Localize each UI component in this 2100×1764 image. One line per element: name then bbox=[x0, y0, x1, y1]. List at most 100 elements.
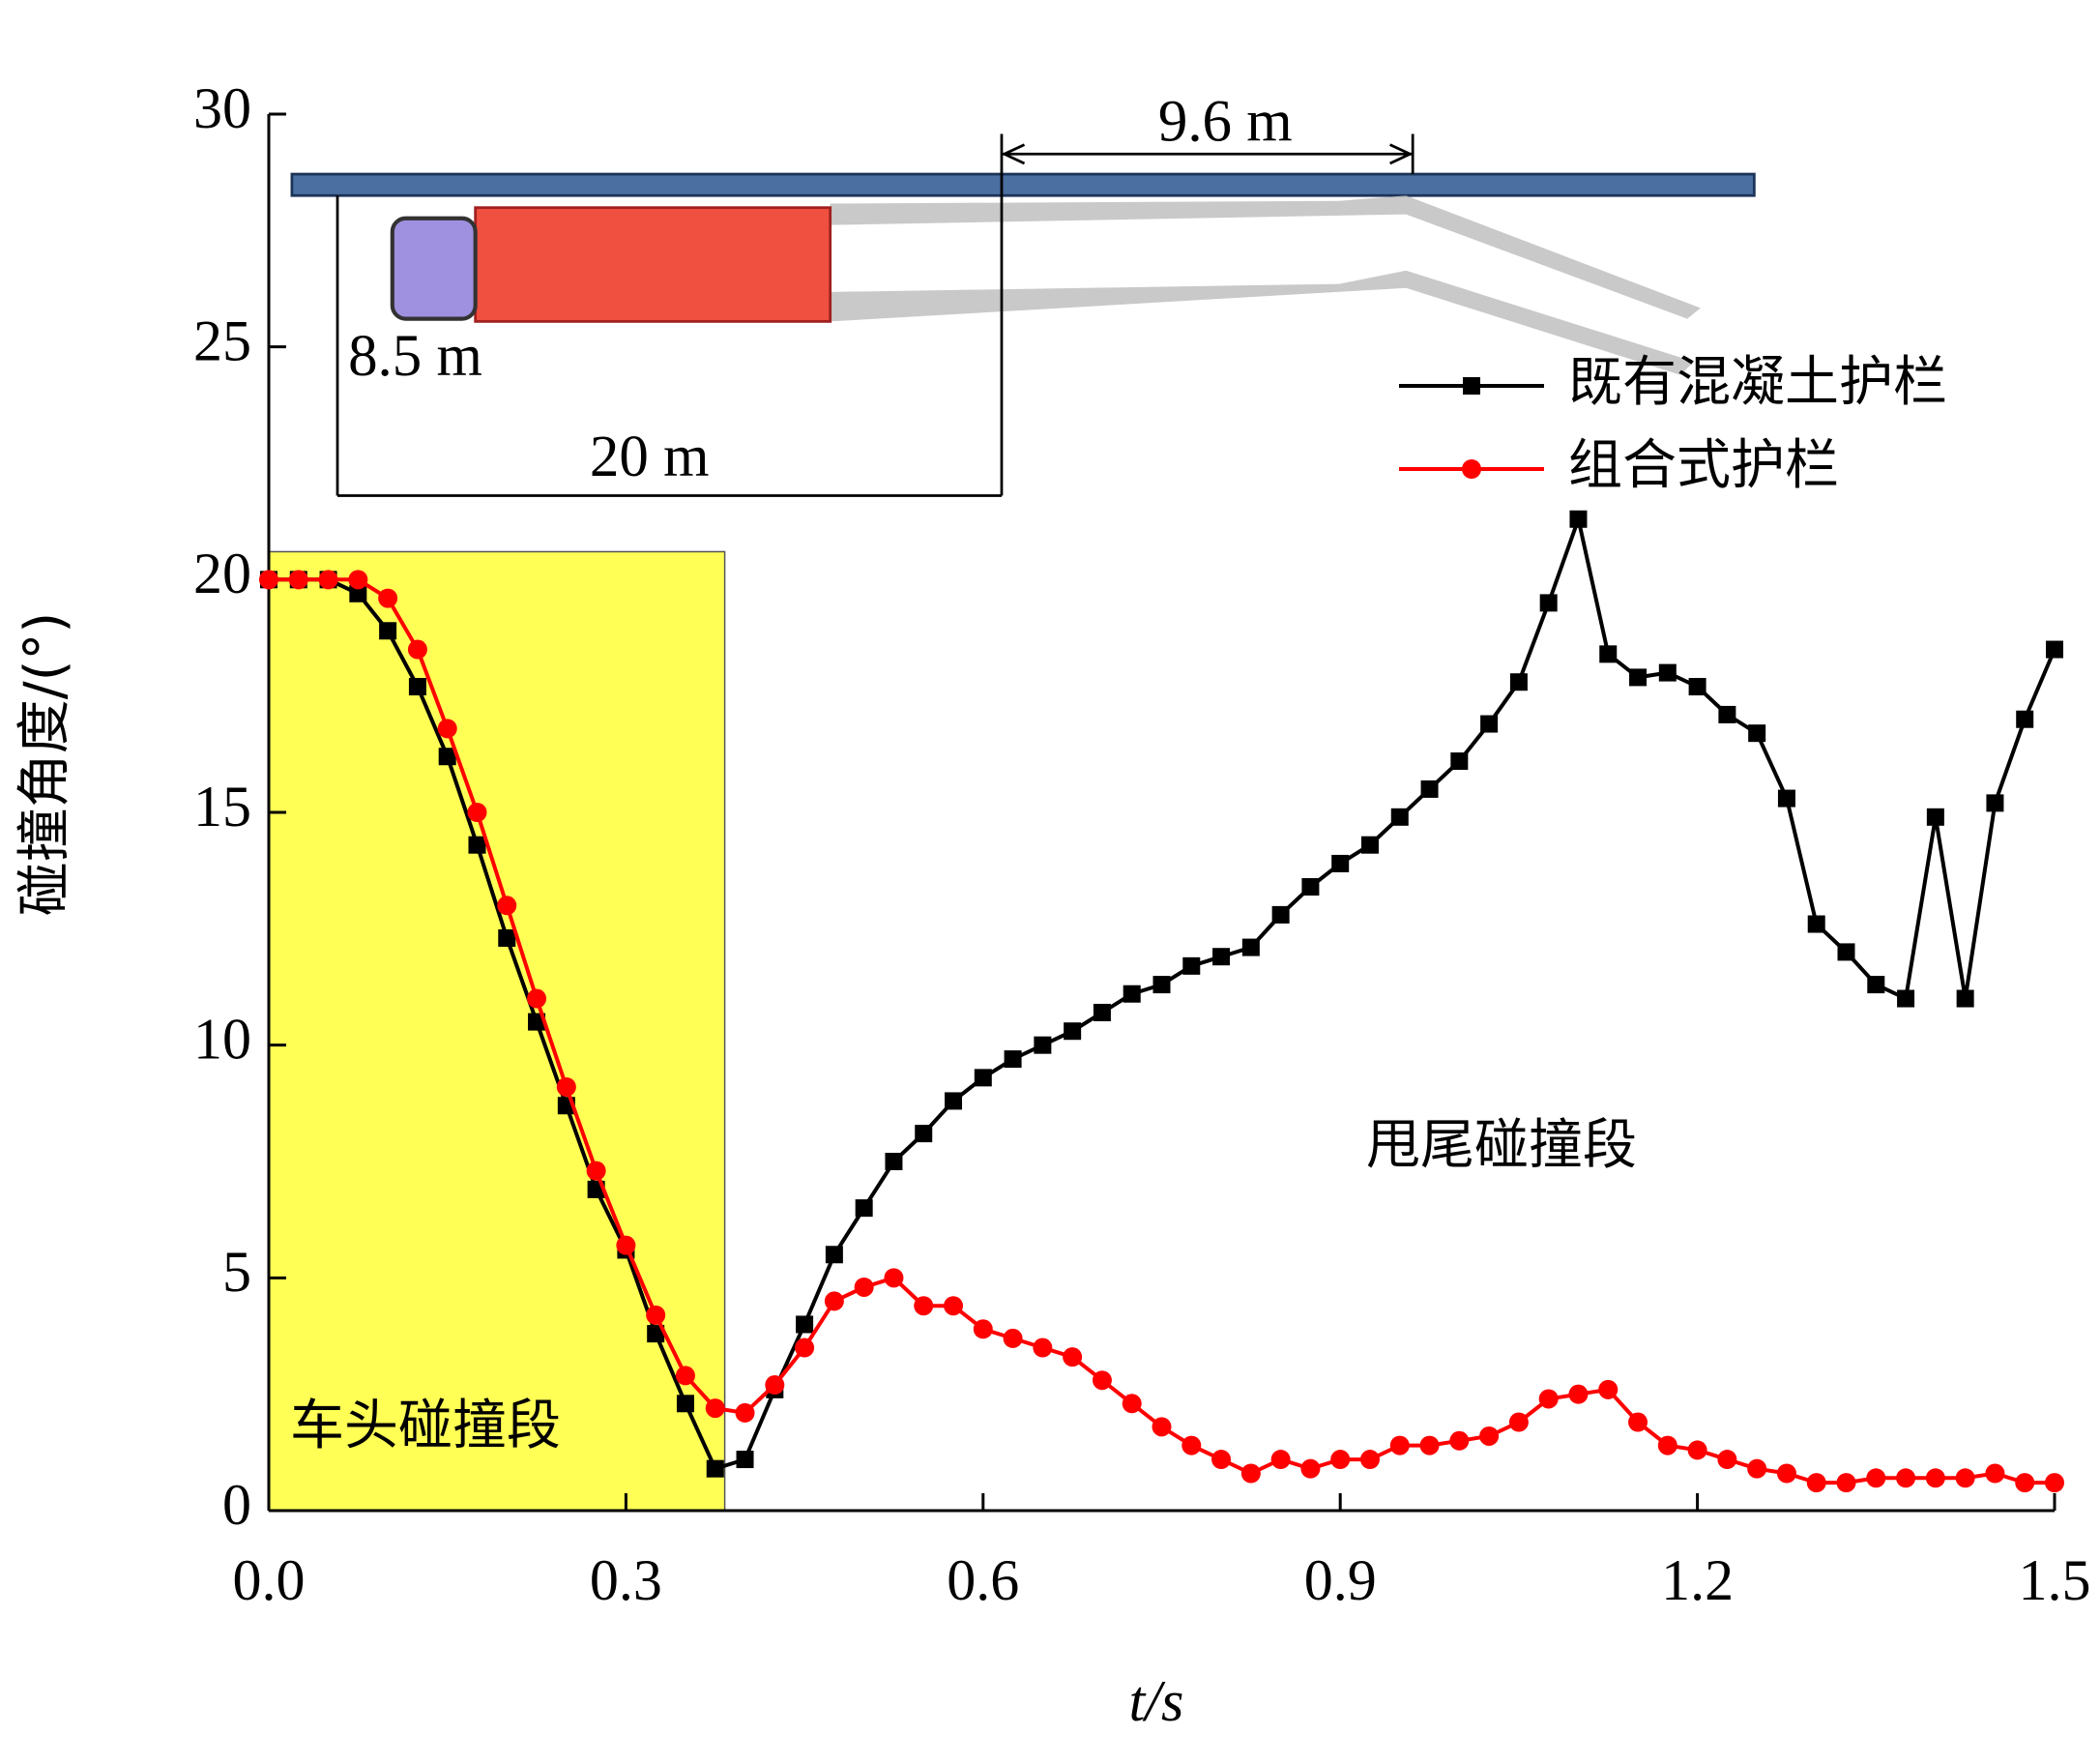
marker bbox=[1390, 808, 1409, 826]
marker bbox=[556, 1076, 576, 1097]
annotation: 车头碰撞段 bbox=[290, 1395, 561, 1457]
marker bbox=[735, 1402, 755, 1423]
marker bbox=[408, 678, 426, 696]
marker bbox=[676, 1395, 694, 1413]
highlight-region bbox=[268, 550, 726, 1512]
inset-label: 9.6 m bbox=[1158, 90, 1293, 155]
marker bbox=[1718, 705, 1736, 723]
marker bbox=[1629, 668, 1648, 687]
marker bbox=[915, 1125, 933, 1143]
y-tick-label: 15 bbox=[193, 775, 251, 838]
trajectory bbox=[830, 270, 1695, 375]
series bbox=[259, 570, 2064, 1493]
marker bbox=[1480, 715, 1499, 733]
marker bbox=[1003, 1328, 1023, 1348]
marker bbox=[1925, 1468, 1945, 1488]
marker bbox=[1211, 1450, 1232, 1470]
marker bbox=[1658, 663, 1677, 682]
marker bbox=[1538, 1389, 1559, 1409]
marker bbox=[1688, 678, 1706, 696]
marker bbox=[1479, 1426, 1500, 1446]
marker bbox=[1093, 1003, 1111, 1021]
marker bbox=[1271, 905, 1290, 924]
marker bbox=[885, 1153, 903, 1170]
y-tick-label: 10 bbox=[193, 1007, 251, 1071]
dimension-lines bbox=[335, 133, 1415, 497]
marker bbox=[288, 570, 308, 590]
cab bbox=[390, 216, 478, 321]
y-tick-label: 30 bbox=[193, 76, 251, 140]
marker bbox=[1986, 794, 2004, 812]
marker bbox=[1628, 1412, 1648, 1432]
marker bbox=[1182, 956, 1201, 975]
marker bbox=[974, 1069, 992, 1087]
marker bbox=[1568, 1384, 1589, 1404]
marker bbox=[437, 719, 457, 739]
marker bbox=[1687, 1440, 1707, 1460]
marker bbox=[1419, 1435, 1440, 1455]
marker bbox=[1152, 976, 1171, 994]
marker bbox=[1420, 779, 1439, 798]
barrier bbox=[290, 172, 1756, 197]
legend-label: 组合式护栏 bbox=[1568, 434, 1839, 497]
marker bbox=[497, 896, 517, 916]
marker bbox=[2015, 1473, 2035, 1493]
marker bbox=[586, 1161, 606, 1181]
trailer bbox=[474, 206, 832, 323]
marker bbox=[1004, 1050, 1022, 1069]
y-tick-label: 25 bbox=[193, 309, 251, 372]
marker bbox=[945, 1092, 963, 1110]
x-tick-label: 0.0 bbox=[233, 1548, 306, 1612]
marker bbox=[1508, 1412, 1529, 1432]
marker bbox=[1806, 1473, 1826, 1493]
marker bbox=[1807, 915, 1825, 933]
marker bbox=[1748, 724, 1766, 743]
marker bbox=[1241, 938, 1260, 956]
marker bbox=[914, 1296, 934, 1316]
marker bbox=[1463, 377, 1480, 395]
marker bbox=[646, 1305, 666, 1325]
marker bbox=[1956, 989, 1974, 1008]
marker bbox=[349, 584, 367, 603]
marker bbox=[1300, 1458, 1321, 1479]
marker bbox=[1360, 836, 1379, 854]
marker bbox=[825, 1246, 843, 1264]
marker bbox=[1985, 1463, 2005, 1484]
marker bbox=[854, 1277, 874, 1297]
inset-diagram: 9.6 m 8.5 m 20 m bbox=[290, 90, 1756, 497]
marker bbox=[318, 570, 338, 590]
marker bbox=[675, 1366, 695, 1386]
marker bbox=[1837, 943, 1855, 961]
marker bbox=[1123, 985, 1141, 1003]
marker bbox=[1836, 1473, 1856, 1493]
marker bbox=[438, 748, 456, 766]
marker bbox=[706, 1459, 724, 1478]
marker bbox=[765, 1375, 785, 1396]
marker bbox=[705, 1398, 725, 1419]
marker bbox=[1657, 1435, 1677, 1455]
marker bbox=[467, 803, 487, 822]
marker bbox=[1509, 673, 1528, 691]
marker bbox=[1212, 948, 1231, 966]
marker bbox=[379, 622, 397, 640]
marker bbox=[647, 1325, 665, 1343]
marker bbox=[348, 570, 368, 590]
marker bbox=[378, 588, 398, 608]
y-tick-label: 5 bbox=[222, 1240, 251, 1304]
marker bbox=[1747, 1458, 1767, 1479]
x-tick-label: 0.3 bbox=[590, 1548, 662, 1612]
marker bbox=[1717, 1450, 1737, 1470]
marker bbox=[795, 1338, 815, 1358]
marker bbox=[1033, 1338, 1053, 1358]
x-tick-label: 1.2 bbox=[1661, 1548, 1734, 1612]
marker bbox=[1092, 1370, 1112, 1391]
marker bbox=[1867, 976, 1885, 994]
marker bbox=[1152, 1417, 1172, 1437]
x-tick-label: 1.5 bbox=[2019, 1548, 2091, 1612]
marker bbox=[1897, 989, 1915, 1008]
marker bbox=[1359, 1450, 1380, 1470]
x-tick-label: 0.9 bbox=[1304, 1548, 1377, 1612]
inset-label: 20 m bbox=[590, 425, 710, 489]
highlight-layer bbox=[268, 550, 726, 1512]
x-tick-label: 0.6 bbox=[947, 1548, 1019, 1612]
